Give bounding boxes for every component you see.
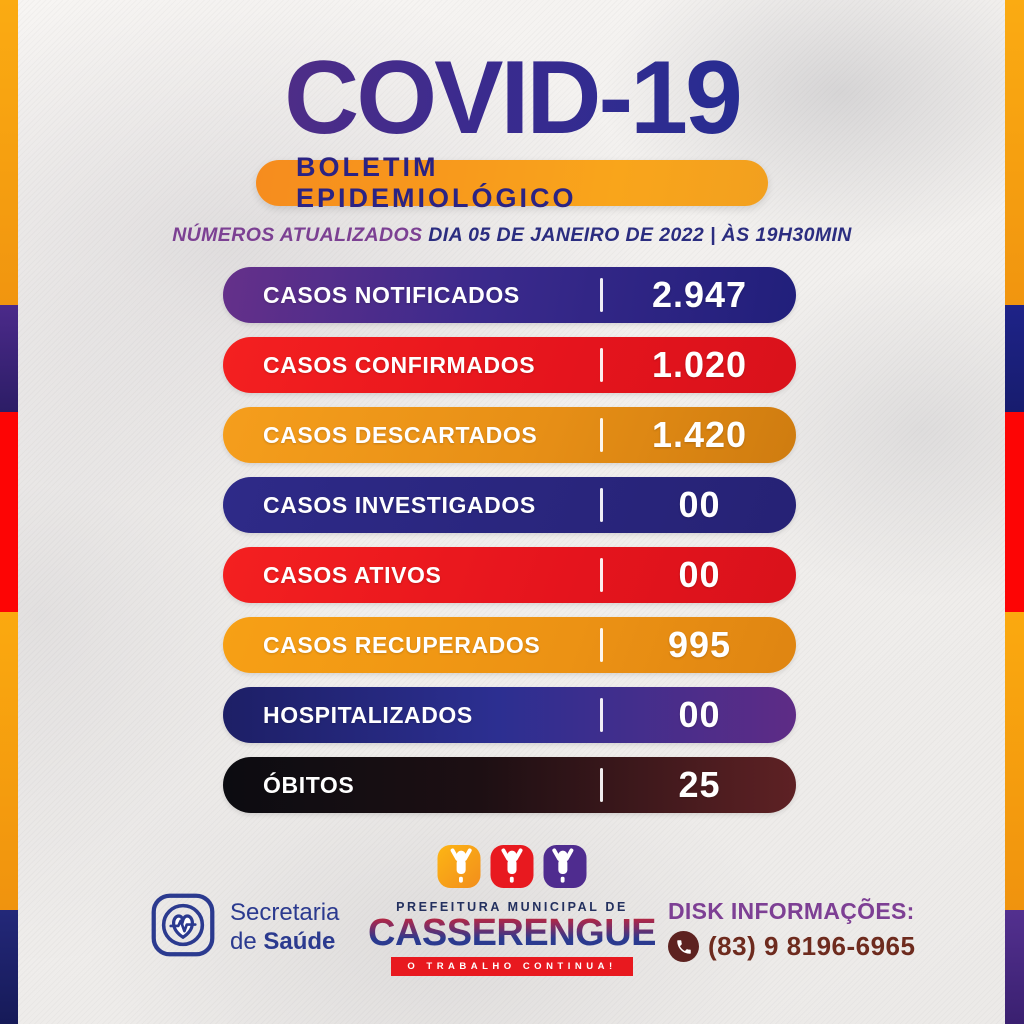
page-title: COVID-19 xyxy=(0,46,1024,150)
heart-ecg-icon xyxy=(149,891,217,964)
stat-row-casos-confirmados: CASOS CONFIRMADOS 1.020 xyxy=(223,337,796,393)
saude-line1: Secretaria xyxy=(230,899,340,927)
disk-info-block: DISK INFORMAÇÕES: (83) 9 8196-6965 xyxy=(668,898,915,962)
prefeitura-city-name: CASSERENGUE xyxy=(332,913,692,954)
stat-label: CASOS ATIVOS xyxy=(263,561,442,588)
stat-value: 00 xyxy=(678,484,721,525)
stat-label: CASOS NOTIFICADOS xyxy=(263,281,520,308)
stat-value: 2.947 xyxy=(651,274,748,315)
disk-info-label: DISK INFORMAÇÕES: xyxy=(668,898,915,924)
divider xyxy=(600,348,603,382)
stat-value: 25 xyxy=(678,764,721,805)
stripe-segment-navy xyxy=(1005,305,1024,412)
stat-row-casos-ativos: CASOS ATIVOS 00 xyxy=(223,547,796,603)
stat-row-hospitalizados: HOSPITALIZADOS 00 xyxy=(223,687,796,743)
divider xyxy=(600,418,603,452)
prefeitura-logo: PREFEITURA MUNICIPAL DE CASSERENGUE O TR… xyxy=(332,845,692,976)
stripe-segment-orange xyxy=(1005,612,1024,910)
divider xyxy=(600,698,603,732)
update-line: NÚMEROS ATUALIZADOS DIA 05 DE JANEIRO DE… xyxy=(0,224,1024,247)
stat-label: CASOS CONFIRMADOS xyxy=(263,351,536,378)
stat-value: 00 xyxy=(678,554,721,595)
prefeitura-small-label: PREFEITURA MUNICIPAL DE xyxy=(396,900,628,914)
stripe-segment-red xyxy=(1005,412,1024,612)
phone-icon xyxy=(668,931,699,962)
stripe-segment-orange xyxy=(1005,0,1024,305)
subtitle-badge-label: BOLETIM EPIDEMIOLÓGICO xyxy=(296,152,577,213)
stripe-segment-orange xyxy=(0,0,18,305)
divider xyxy=(600,558,603,592)
stat-row-casos-recuperados: CASOS RECUPERADOS 995 xyxy=(223,617,796,673)
person-arms-up-icon-orange xyxy=(437,845,481,893)
saude-line2: de Saúde xyxy=(230,927,336,955)
update-detail: DIA 05 DE JANEIRO DE 2022 | ÀS 19H30MIN xyxy=(428,224,852,246)
person-arms-up-icon-red xyxy=(490,845,534,893)
disk-phone-row: (83) 9 8196-6965 xyxy=(668,931,915,962)
divider xyxy=(600,768,603,802)
stat-label: ÓBITOS xyxy=(263,771,355,798)
stat-value: 995 xyxy=(667,624,732,665)
right-edge-stripe xyxy=(1005,0,1024,1024)
stat-label: CASOS INVESTIGADOS xyxy=(263,491,536,518)
prefeitura-people-icons xyxy=(332,845,692,893)
stripe-segment-navy xyxy=(0,910,18,1024)
update-prefix: NÚMEROS ATUALIZADOS xyxy=(172,224,423,246)
stat-value: 1.420 xyxy=(651,414,748,455)
stats-list: CASOS NOTIFICADOS 2.947 CASOS CONFIRMADO… xyxy=(223,267,796,827)
stat-value: 1.020 xyxy=(651,344,748,385)
stripe-segment-orange xyxy=(0,612,18,910)
stat-label: CASOS DESCARTADOS xyxy=(263,421,538,448)
stat-row-casos-descartados: CASOS DESCARTADOS 1.420 xyxy=(223,407,796,463)
stripe-segment-red xyxy=(0,412,18,612)
stat-label: HOSPITALIZADOS xyxy=(263,701,473,728)
subtitle-badge: BOLETIM EPIDEMIOLÓGICO xyxy=(256,152,768,213)
stripe-segment-purple xyxy=(0,305,18,412)
stat-row-obitos: ÓBITOS 25 xyxy=(223,757,796,813)
secretaria-saude-logo: Secretaria de Saúde xyxy=(149,891,339,964)
stat-value: 00 xyxy=(678,694,721,735)
person-arms-up-icon-purple xyxy=(543,845,587,893)
disk-phone-number: (83) 9 8196-6965 xyxy=(708,931,916,961)
stat-row-casos-investigados: CASOS INVESTIGADOS 00 xyxy=(223,477,796,533)
prefeitura-slogan-ribbon: O TRABALHO CONTINUA! xyxy=(391,956,633,976)
stripe-segment-purple xyxy=(1005,910,1024,1024)
stat-row-casos-notificados: CASOS NOTIFICADOS 2.947 xyxy=(223,267,796,323)
secretaria-saude-label: Secretaria de Saúde xyxy=(230,899,339,956)
divider xyxy=(600,278,603,312)
left-edge-stripe xyxy=(0,0,18,1024)
divider xyxy=(600,488,603,522)
divider xyxy=(600,628,603,662)
stat-label: CASOS RECUPERADOS xyxy=(263,631,541,658)
